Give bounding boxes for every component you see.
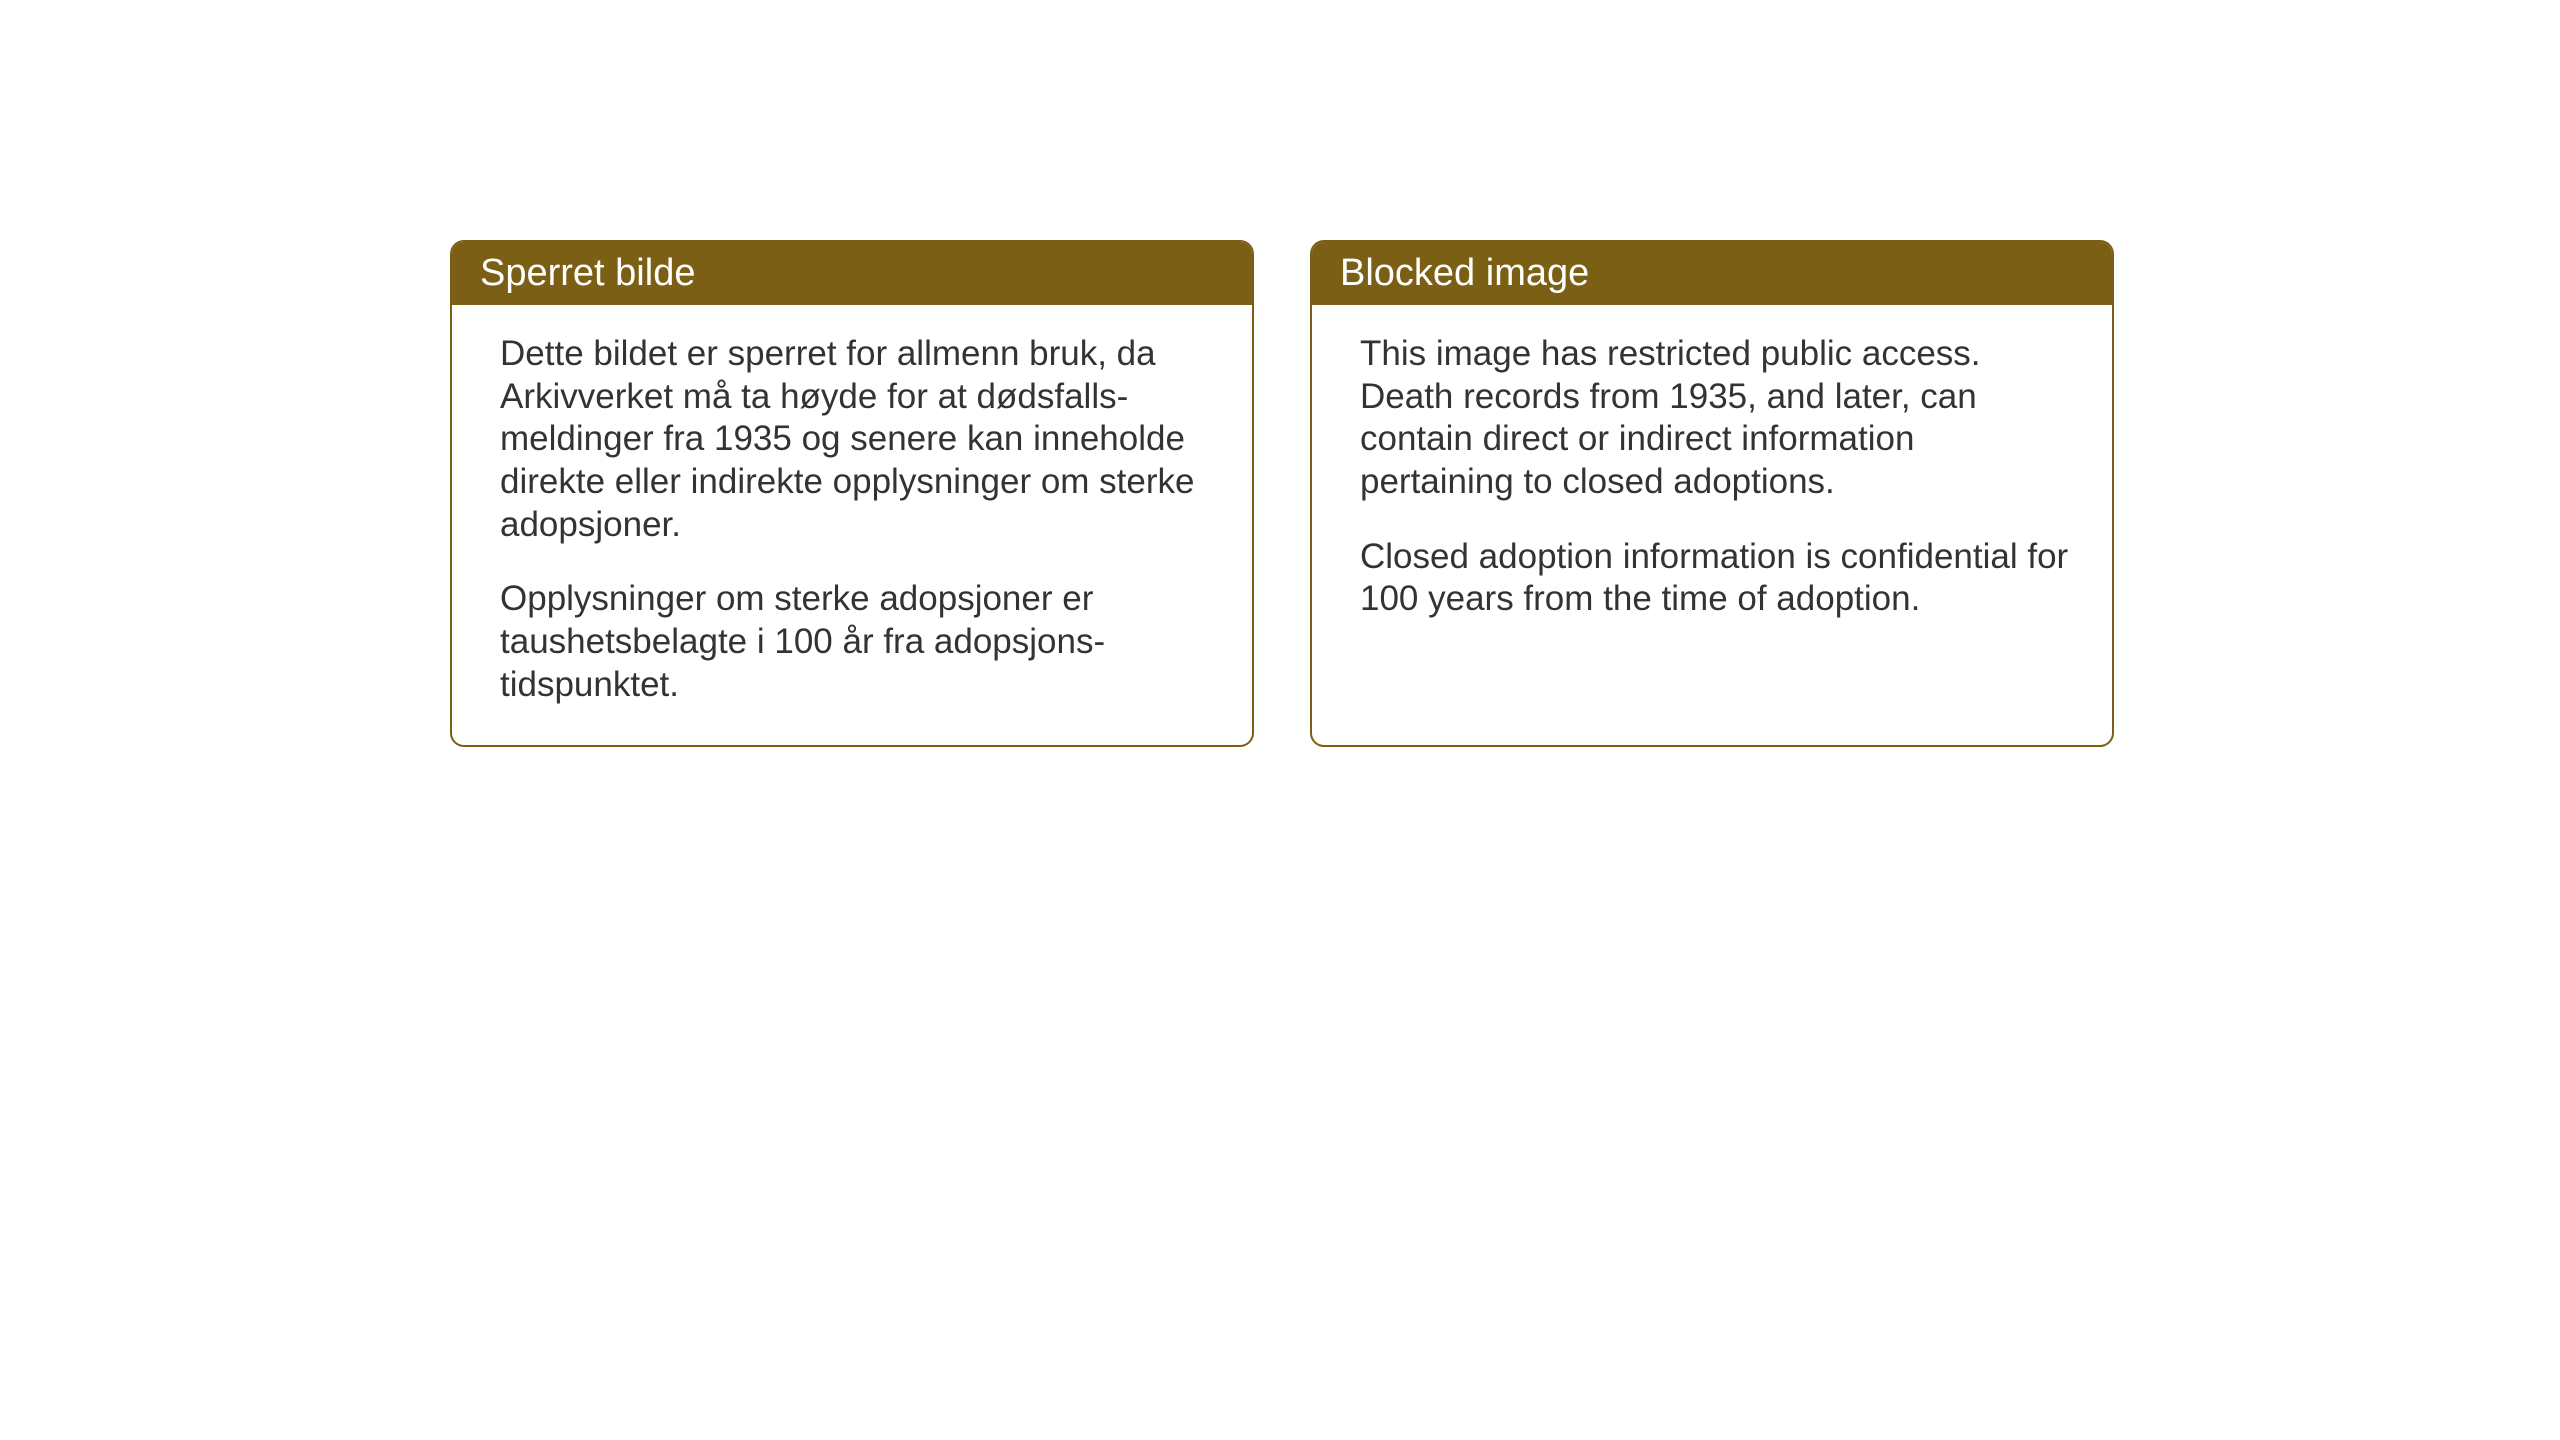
english-card-title: Blocked image [1312, 242, 2112, 305]
notice-container: Sperret bilde Dette bildet er sperret fo… [450, 240, 2114, 747]
english-paragraph-2: Closed adoption information is confident… [1360, 536, 2072, 621]
norwegian-paragraph-1: Dette bildet er sperret for allmenn bruk… [500, 333, 1212, 546]
english-paragraph-1: This image has restricted public access.… [1360, 333, 2072, 504]
norwegian-card-body: Dette bildet er sperret for allmenn bruk… [452, 305, 1252, 745]
norwegian-card-title: Sperret bilde [452, 242, 1252, 305]
norwegian-paragraph-2: Opplysninger om sterke adopsjoner er tau… [500, 578, 1212, 706]
english-card-body: This image has restricted public access.… [1312, 305, 2112, 659]
english-notice-card: Blocked image This image has restricted … [1310, 240, 2114, 747]
norwegian-notice-card: Sperret bilde Dette bildet er sperret fo… [450, 240, 1254, 747]
